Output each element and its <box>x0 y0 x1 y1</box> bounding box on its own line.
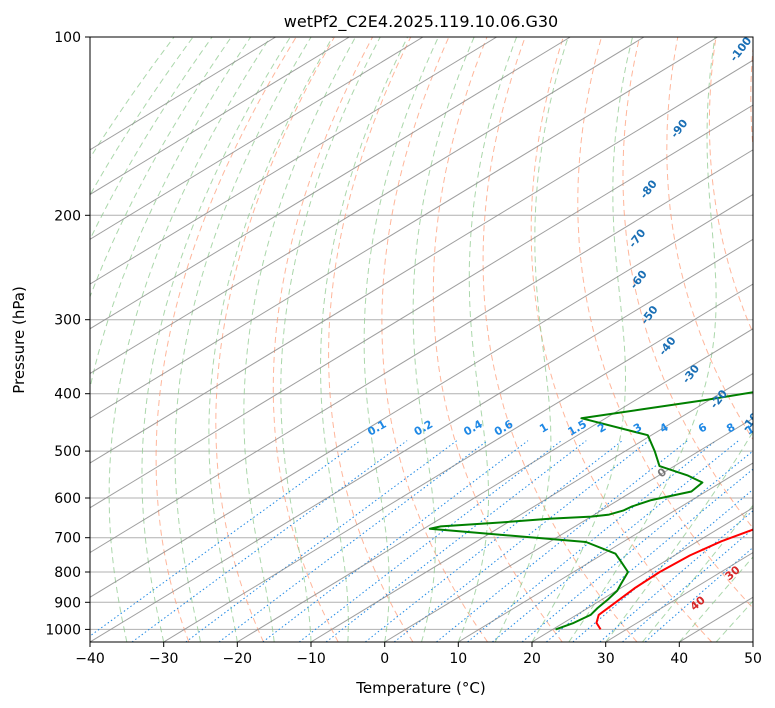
y-tick-label: 700 <box>54 531 81 547</box>
dry-adiabat <box>622 37 753 530</box>
moist-adiabat <box>568 37 717 642</box>
x-tick-label: −20 <box>223 651 253 667</box>
isotherm <box>90 238 753 642</box>
moist-adiabat <box>457 37 518 642</box>
x-tick-label: 0 <box>380 651 389 667</box>
x-axis-title: Temperature (°C) <box>355 679 485 697</box>
moist-adiabat <box>208 37 334 642</box>
y-tick-label: 800 <box>54 565 81 581</box>
dry-adiabat <box>750 43 753 152</box>
isotherm <box>90 37 350 196</box>
y-tick-label: 400 <box>54 387 81 403</box>
isotherm <box>90 37 424 240</box>
y-axis: 100 200 300 400 500 600 700 800 900 1000 <box>45 30 90 638</box>
mixing-ratio-line <box>185 440 458 642</box>
moist-adiabat <box>494 37 569 642</box>
isotherm <box>90 193 753 598</box>
mixing-ratio-label: 10 <box>743 418 763 437</box>
moist-adiabat <box>363 37 439 642</box>
x-axis: −40 −30 −20 −10 0 10 20 30 40 50 <box>75 642 762 667</box>
y-tick-label: 200 <box>54 208 81 224</box>
mixing-ratio-line <box>521 450 753 642</box>
isotherm <box>163 283 753 642</box>
y-tick-label: 300 <box>54 313 81 329</box>
dry-adiabat <box>272 37 374 642</box>
isotherm <box>90 37 497 285</box>
dry-adiabat <box>381 37 489 642</box>
y-tick-label: 1000 <box>45 622 81 638</box>
y-tick-label: 500 <box>54 444 81 460</box>
mixing-ratio-line <box>90 440 361 637</box>
moist-adiabat <box>90 37 213 241</box>
moist-adiabat <box>108 37 271 642</box>
horizontal-gridlines <box>90 37 753 630</box>
mixing-ratio-line <box>491 440 739 642</box>
isotherm <box>310 372 753 642</box>
moist-adiabats <box>90 37 753 642</box>
isotherm <box>237 328 753 642</box>
y-tick-label: 900 <box>54 595 81 611</box>
mixing-ratio-line <box>436 440 688 642</box>
x-tick-label: 40 <box>670 651 688 667</box>
isotherm <box>90 149 753 554</box>
dry-adiabat <box>328 37 414 642</box>
x-tick-label: −10 <box>296 651 326 667</box>
isotherm <box>90 37 276 151</box>
isotherm <box>90 37 718 419</box>
mixing-ratio-lines <box>90 440 753 642</box>
dry-adiabat <box>577 37 753 609</box>
x-tick-label: 30 <box>597 651 615 667</box>
x-tick-label: 50 <box>744 651 762 667</box>
x-tick-label: −30 <box>149 651 179 667</box>
temperature-trace <box>595 528 753 630</box>
dry-adiabat <box>432 37 563 642</box>
moist-adiabat <box>605 430 753 642</box>
x-tick-label: −40 <box>75 651 105 667</box>
isotherm <box>531 507 753 642</box>
isotherm <box>384 417 753 642</box>
y-axis-title: Pressure (hPa) <box>10 286 28 394</box>
plot-frame <box>89 36 754 643</box>
y-tick-label: 600 <box>54 491 81 507</box>
moist-adiabat <box>141 37 291 642</box>
x-tick-label: 10 <box>449 651 467 667</box>
dry-adiabat <box>215 37 335 642</box>
moist-adiabat <box>412 37 475 642</box>
sounding-traces <box>428 391 753 631</box>
moist-adiabat <box>90 37 194 197</box>
moist-adiabat <box>320 37 409 642</box>
mixing-ratio-line <box>545 468 753 642</box>
y-tick-label: 100 <box>54 30 81 46</box>
moist-adiabat <box>90 37 252 642</box>
dry-adiabat <box>482 37 638 642</box>
mixing-ratio-line <box>131 440 408 642</box>
mixing-ratio-line <box>262 440 529 642</box>
isotherm <box>90 37 645 375</box>
dewpoint-trace <box>428 391 753 631</box>
mixing-ratio-line <box>467 440 717 642</box>
plot-area: 0.10.20.40.611.52346810131620253036-100-… <box>90 37 763 642</box>
skewed-isotherms <box>90 37 753 642</box>
isotherm <box>90 104 753 509</box>
chart-title: wetPf2_C2E4.2025.119.10.06.G30 <box>284 12 558 32</box>
isotherm <box>90 37 571 330</box>
moist-adiabat <box>280 37 381 642</box>
x-tick-label: 20 <box>523 651 541 667</box>
dry-adiabat <box>666 37 753 441</box>
dry-adiabat <box>155 37 297 642</box>
isotherm <box>90 59 753 464</box>
mixing-ratio-line <box>298 440 562 642</box>
isotherm <box>458 462 753 642</box>
